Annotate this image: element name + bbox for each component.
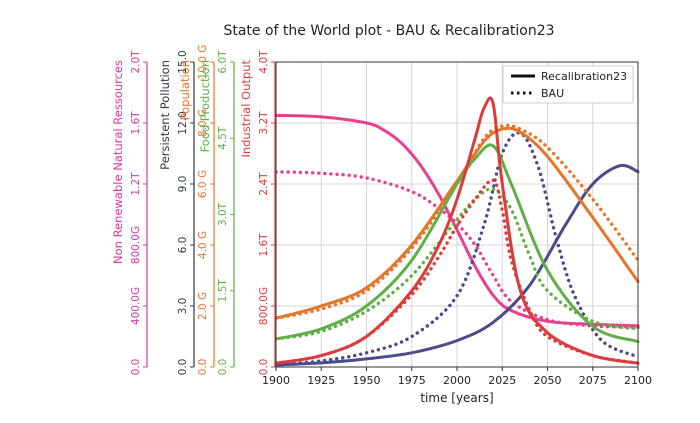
- x-tick-label: 2075: [579, 374, 607, 387]
- y-tick-label-food: 6.0T: [217, 50, 229, 74]
- x-tick-label: 1950: [353, 374, 381, 387]
- y-tick-label-industry: 3.2T: [258, 111, 270, 135]
- y-axis-resources: 0.0 400.0G 800.0G 1.2T 1.6T 2.0T Non Renewable…: [111, 50, 148, 376]
- y-axis-industry: 0.0 800.0G 1.6T 2.4T 3.2T 4.0T Industrial Outp…: [239, 50, 276, 376]
- y-axis-pollution: 0.0 3.0 6.0 9.0 12.0 15.0 Persistent Pollution: [158, 50, 195, 376]
- x-tick-label: 1900: [262, 374, 290, 387]
- y-axis-population: 0.0 2.0 G 4.0 G 6.0 G 8.0 G 10.0 G Population: [178, 45, 215, 376]
- series-line-population-solid: [274, 126, 640, 320]
- x-tick-label: 1925: [307, 374, 335, 387]
- x-tick-label: 1975: [398, 374, 426, 387]
- y-tick-label-industry: 0.0: [258, 359, 270, 376]
- y-tick-label-pollution: 15.0: [177, 50, 189, 73]
- series-layer: [274, 96, 640, 367]
- y-tick-label-pollution: 9.0: [177, 176, 189, 193]
- y-tick-label-resources: 1.6T: [130, 111, 142, 135]
- y-axis-label-pollution: Persistent Pollution: [158, 60, 172, 170]
- series-line-food-solid: [274, 143, 640, 344]
- y-tick-label-industry: 800.0G: [258, 287, 270, 325]
- legend-label-bau: BAU: [541, 87, 564, 100]
- x-tick-label: 2050: [534, 374, 562, 387]
- y-tick-label-resources: 0.0: [130, 359, 142, 376]
- y-tick-label-food: 4.5T: [217, 126, 229, 150]
- y-tick-label-resources: 400.0G: [130, 287, 142, 325]
- y-tick-label-population: 6.0 G: [197, 170, 209, 198]
- x-tick-label: 2000: [443, 374, 471, 387]
- y-axis-label-resources: Non Renewable Natural Ressources: [111, 60, 125, 264]
- series-line-food-dotted: [274, 187, 640, 341]
- series-line-industry-dotted: [274, 178, 640, 365]
- series-line-pollution-solid: [274, 163, 640, 367]
- y-tick-label-resources: 800.0G: [130, 226, 142, 264]
- series-line-pollution-dotted: [274, 131, 640, 367]
- y-tick-label-industry: 2.4T: [258, 172, 270, 196]
- y-tick-label-pollution: 12.0: [177, 111, 189, 134]
- legend: Recalibration23 BAU: [502, 65, 634, 104]
- y-tick-label-population: 2.0 G: [197, 292, 209, 320]
- y-tick-label-food: 0.0: [217, 359, 229, 376]
- y-tick-label-food: 1.5T: [217, 279, 229, 303]
- y-tick-label-food: 3.0T: [217, 202, 229, 226]
- y-tick-label-industry: 4.0T: [258, 50, 270, 74]
- y-tick-label-pollution: 6.0: [177, 237, 189, 254]
- y-axis-label-food: Food Production: [198, 60, 212, 152]
- series-line-resources-solid: [274, 113, 640, 328]
- y-axis-food: 0.0 1.5T 3.0T 4.5T 6.0T Food Production: [198, 50, 235, 376]
- y-tick-label-resources: 1.2T: [130, 172, 142, 196]
- x-tick-label: 2025: [488, 374, 516, 387]
- legend-label-recalibration23: Recalibration23: [541, 70, 627, 83]
- x-tick-label: 2100: [624, 374, 652, 387]
- series-line-resources-dotted: [274, 170, 640, 330]
- y-tick-label-population: 10.0 G: [197, 45, 209, 80]
- x-axis: 1900 1925 1950 1975 2000 2025 2050 2075 2100: [262, 367, 652, 387]
- y-tick-label-pollution: 3.0: [177, 298, 189, 315]
- chart-title: State of the World plot - BAU & Recalibr…: [223, 23, 554, 39]
- y-tick-label-population: 4.0 G: [197, 231, 209, 259]
- y-tick-label-population: 0.0: [197, 359, 209, 376]
- x-axis-label: time [years]: [420, 391, 493, 405]
- y-axis-label-industry: Industrial Output: [239, 60, 253, 158]
- y-axes: 0.0 400.0G 800.0G 1.2T 1.6T 2.0T Non Renewable…: [111, 45, 276, 376]
- y-tick-label-population: 8.0 G: [197, 109, 209, 137]
- y-tick-label-resources: 2.0T: [130, 50, 142, 74]
- y-tick-label-pollution: 0.0: [177, 359, 189, 376]
- y-axis-label-population: Population: [178, 60, 192, 120]
- y-tick-label-industry: 1.6T: [258, 233, 270, 257]
- series-line-population-dotted: [274, 123, 640, 320]
- legend-box: [502, 65, 634, 104]
